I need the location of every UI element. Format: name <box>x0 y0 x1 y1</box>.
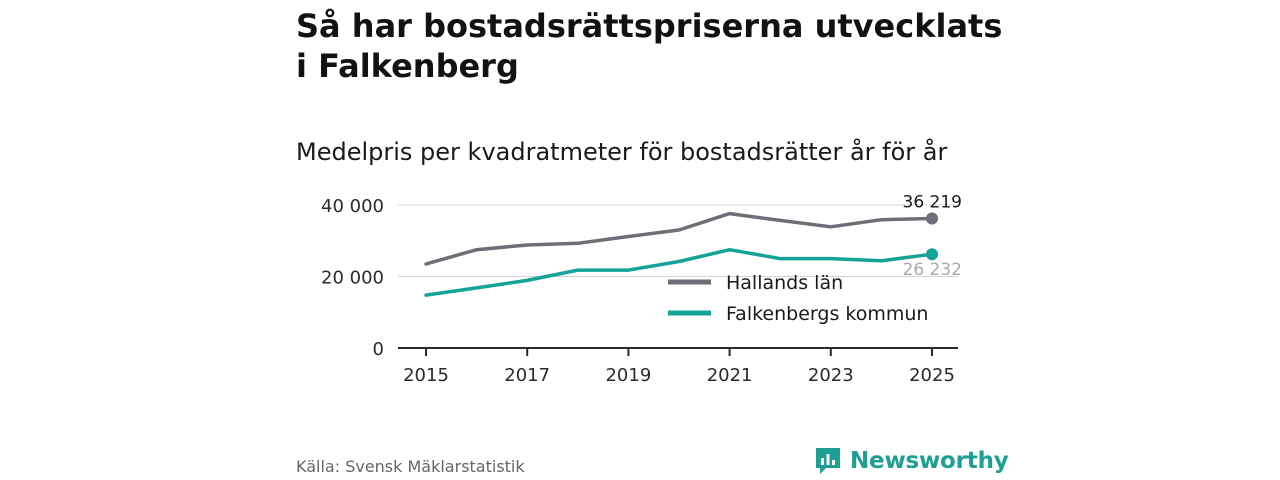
y-tick-label: 40 000 <box>321 196 384 217</box>
chart-subtitle: Medelpris per kvadratmeter för bostadsrä… <box>296 138 948 166</box>
end-point-hallands <box>926 212 938 225</box>
newsworthy-logo-icon <box>816 448 840 474</box>
label-layer: 36 219 26 232 <box>903 193 962 281</box>
axis-layer: 0 20 000 40 000 2015 2017 2019 2021 2023 2025 <box>321 196 958 386</box>
brand-logo[interactable]: Newsworthy <box>814 446 1009 476</box>
end-value-label-hallands: 36 219 <box>903 193 962 213</box>
legend: Hallands län Falkenbergs kommun <box>668 272 928 325</box>
y-tick-label: 0 <box>373 339 384 360</box>
x-tick-label: 2023 <box>808 365 854 386</box>
x-tick-label: 2025 <box>909 365 955 386</box>
y-tick-label: 20 000 <box>321 268 384 289</box>
legend-label-hallands: Hallands län <box>726 272 843 294</box>
chart-title: Så har bostadsrättspriserna utvecklats i… <box>296 7 1003 85</box>
series-line-falkenberg <box>424 247 934 297</box>
brand-name: Newsworthy <box>850 448 1009 474</box>
legend-label-falkenberg: Falkenbergs kommun <box>726 303 928 325</box>
series-line-hallands <box>424 211 934 266</box>
x-tick-label: 2017 <box>504 365 550 386</box>
x-tick-label: 2015 <box>403 365 449 386</box>
end-value-label-falkenberg: 26 232 <box>903 260 962 280</box>
x-tick-label: 2021 <box>707 365 753 386</box>
grid-layer <box>398 204 958 277</box>
end-point-falkenberg <box>926 248 938 261</box>
series-layer <box>424 211 938 297</box>
x-tick-label: 2019 <box>605 365 651 386</box>
source-note: Källa: Svensk Mäklarstatistik <box>296 457 525 476</box>
